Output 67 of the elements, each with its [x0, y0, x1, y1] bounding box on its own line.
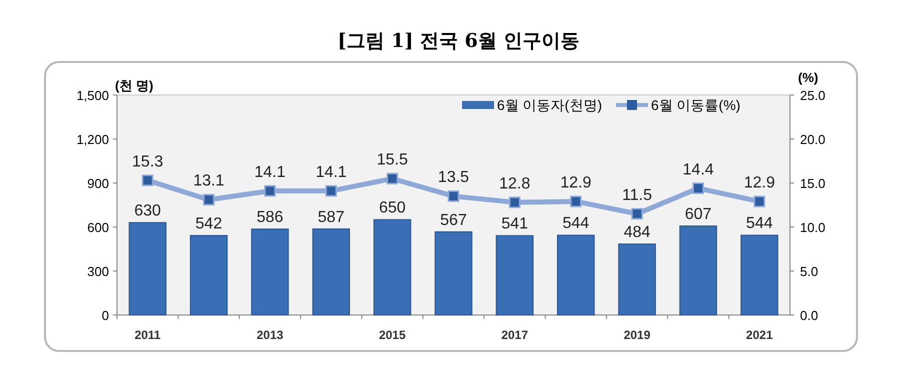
- bar: [373, 219, 412, 316]
- chart-title: [그림 1] 전국 6월 인구이동: [338, 30, 580, 52]
- data-label: 544: [562, 215, 590, 232]
- x-tick-label: 2011: [134, 328, 161, 342]
- point: [692, 182, 704, 194]
- legend-label: 6월 이동자(천명): [497, 97, 602, 113]
- x-tick-label: 2017: [501, 328, 528, 342]
- bar: [434, 231, 472, 316]
- y-tick-label: 600: [87, 220, 109, 235]
- bar: [679, 225, 718, 316]
- y2-axis-title: (%): [798, 70, 818, 85]
- bar: [251, 228, 289, 316]
- y2-tick-label: 0.0: [800, 308, 818, 323]
- point: [325, 185, 337, 197]
- y2-tick-label: 25.0: [800, 88, 826, 103]
- y-tick-label: 1,200: [76, 132, 109, 147]
- y-axis-title: (천 명): [115, 78, 154, 93]
- data-label: 14.1: [316, 164, 347, 181]
- data-label: 586: [256, 209, 284, 226]
- bar: [190, 235, 228, 316]
- data-label: 630: [134, 202, 162, 220]
- point: [570, 196, 582, 208]
- y-tick-label: 900: [87, 176, 109, 191]
- y2-tick-label: 15.0: [800, 176, 826, 191]
- data-label: 14.4: [682, 161, 714, 178]
- point: [448, 190, 460, 202]
- data-label: 544: [746, 215, 773, 232]
- legend-label: 6월 이동률(%): [651, 97, 740, 113]
- data-label: 567: [440, 212, 467, 229]
- point: [203, 194, 215, 206]
- data-label: 15.5: [376, 152, 408, 169]
- bar: [312, 228, 350, 316]
- y2-tick-label: 5.0: [800, 264, 818, 279]
- data-label: 650: [378, 200, 406, 217]
- data-label: 12.8: [499, 175, 530, 192]
- point: [386, 172, 398, 184]
- point: [264, 185, 276, 197]
- data-label: 13.5: [438, 169, 470, 186]
- data-label: 12.9: [744, 174, 776, 192]
- bar: [128, 222, 166, 316]
- data-label: 12.9: [560, 174, 592, 192]
- y-tick-label: 0: [102, 308, 109, 323]
- x-tick-label: 2015: [378, 328, 406, 342]
- bar: [557, 234, 595, 316]
- y-tick-label: 1,500: [76, 88, 109, 103]
- x-tick-label: 2021: [746, 328, 774, 342]
- data-label: 587: [318, 208, 345, 226]
- data-label: 15.3: [132, 153, 164, 170]
- bar: [496, 235, 534, 316]
- data-label: 11.5: [622, 186, 652, 204]
- bar: [618, 244, 656, 316]
- data-label: 13.1: [193, 172, 224, 190]
- data-label: 607: [684, 206, 712, 223]
- x-tick-label: 2019: [624, 328, 651, 342]
- data-label: 14.1: [254, 164, 286, 181]
- point: [631, 208, 643, 220]
- data-label: 484: [624, 224, 650, 242]
- data-label: 541: [501, 216, 528, 233]
- bar: [740, 234, 778, 316]
- y2-tick-label: 10.0: [800, 220, 826, 235]
- y-tick-label: 300: [87, 264, 109, 279]
- point: [508, 196, 520, 208]
- point: [754, 196, 766, 208]
- x-tick-label: 2013: [256, 328, 284, 342]
- point: [142, 174, 154, 186]
- y2-tick-label: 20.0: [800, 132, 826, 147]
- data-label: 542: [195, 216, 222, 233]
